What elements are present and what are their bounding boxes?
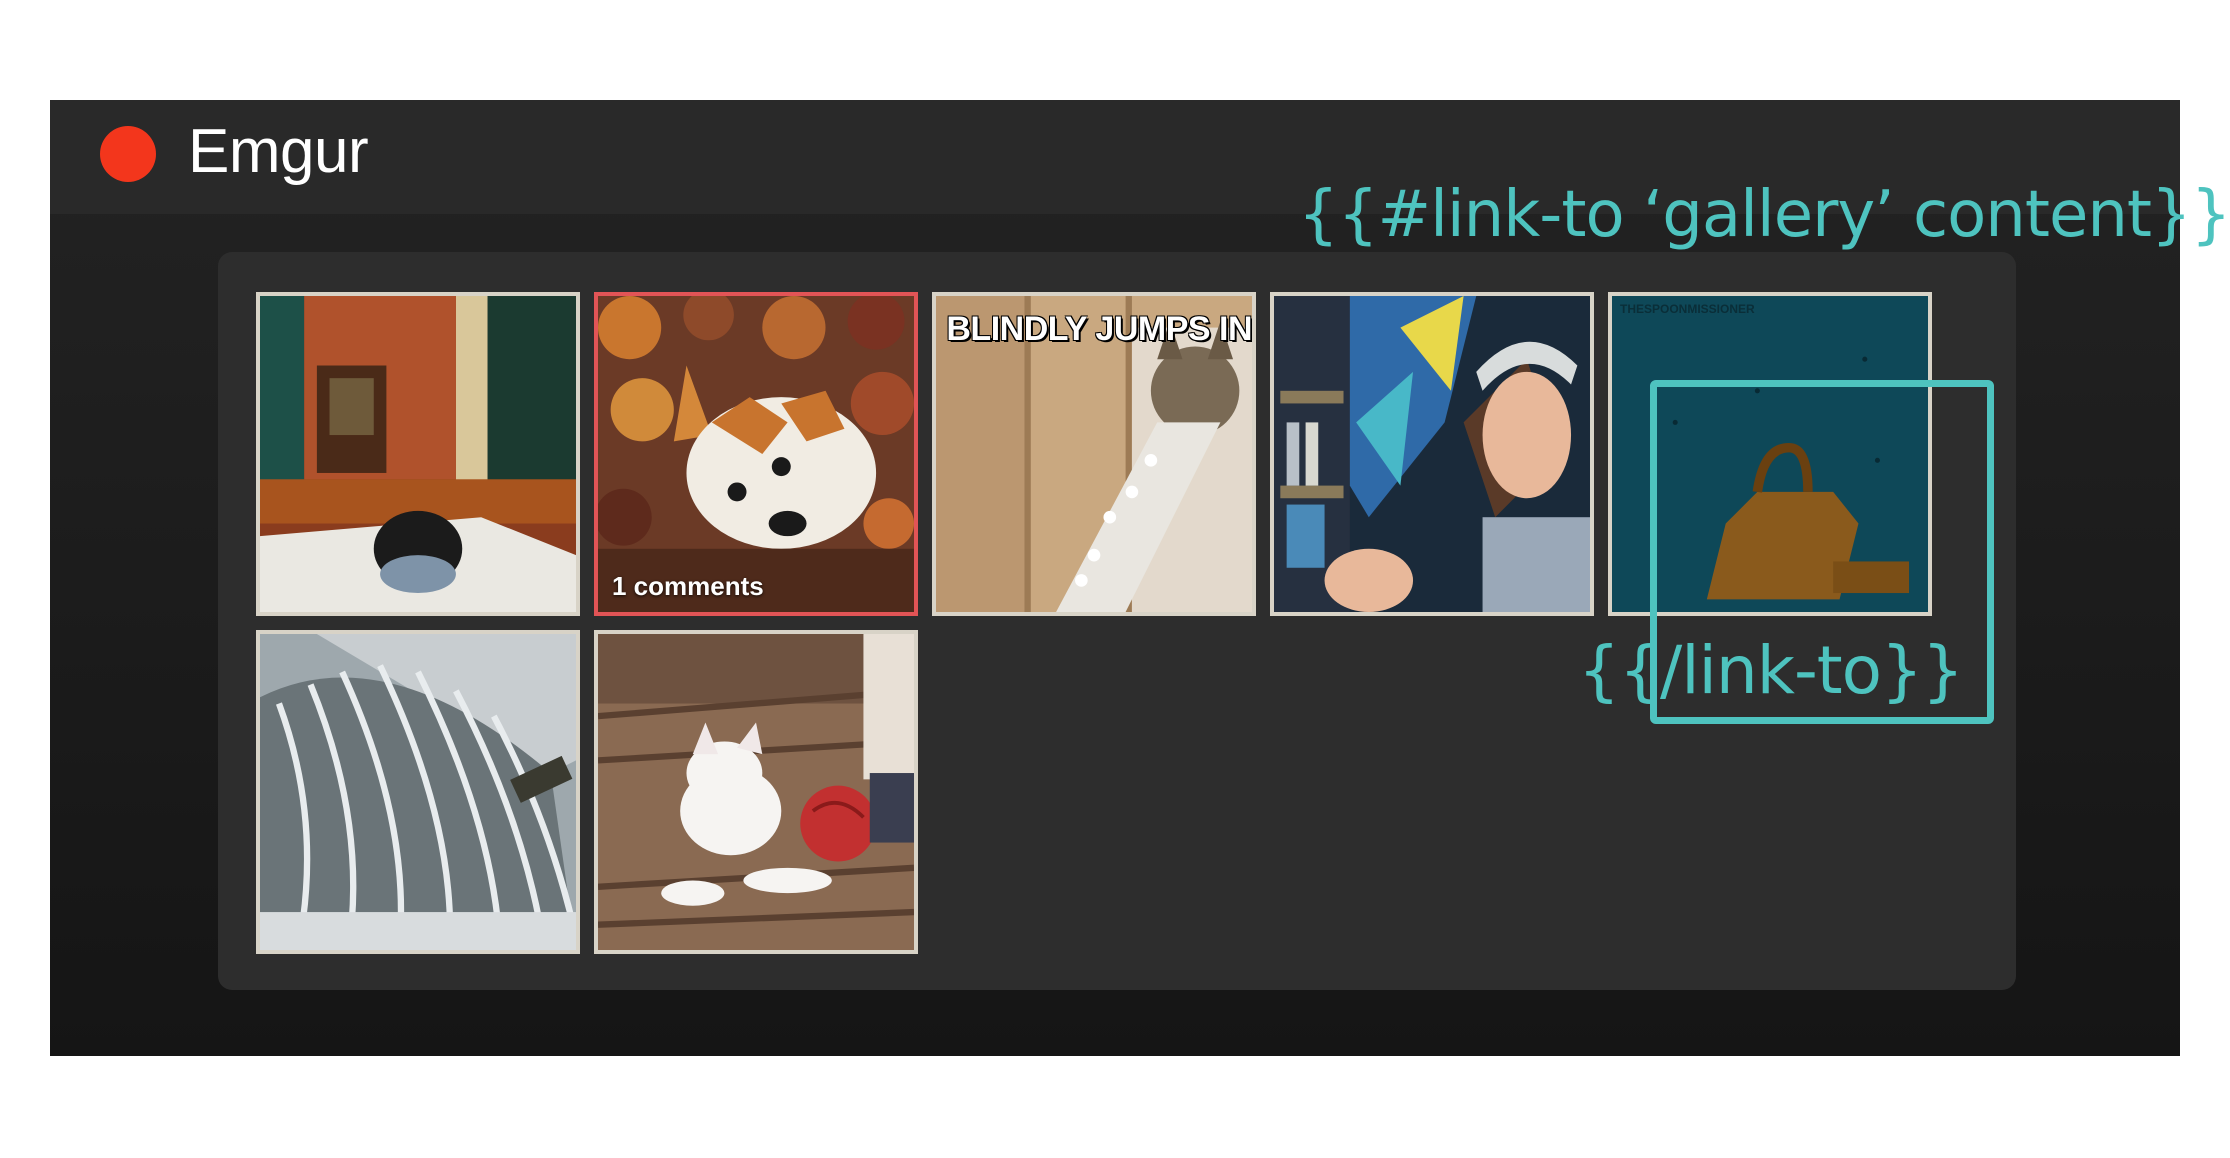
dog-on-pillow-image: [260, 296, 576, 612]
gallery-tile-teal-cartoon-bag[interactable]: THESPOONMISSIONER: [1608, 292, 1932, 616]
gallery-tile-corgi-in-leaves[interactable]: 1 comments: [594, 292, 918, 616]
link-to-open-annotation: {{#link-to ‘gallery’ content}}: [1298, 178, 2230, 252]
gallery-tile-cat-packing-peanuts[interactable]: BLINDLY JUMPS IN: [932, 292, 1256, 616]
logo-dot-icon[interactable]: [100, 126, 156, 182]
watermark-label: THESPOONMISSIONER: [1620, 302, 1755, 316]
gallery-tile-waterfall-dam[interactable]: [256, 630, 580, 954]
kitten-yarn-image: [598, 634, 914, 950]
waterfall-dam-image: [260, 634, 576, 950]
link-to-close-annotation: {{/link-to}}: [1578, 632, 1964, 709]
gallery-tile-girl-reaction[interactable]: [1270, 292, 1594, 616]
app-title[interactable]: Emgur: [188, 117, 369, 186]
gallery-tile-dog-on-pillow[interactable]: [256, 292, 580, 616]
link-to-highlight-box: [1650, 380, 1994, 724]
gallery-tile-kitten-yarn[interactable]: [594, 630, 918, 954]
corgi-in-leaves-image: [598, 296, 914, 612]
cat-packing-peanuts-image: [936, 296, 1252, 612]
app-window: Emgur: [50, 100, 2180, 1056]
teal-cartoon-bag-image: [1612, 296, 1928, 612]
app-header: Emgur: [50, 100, 2180, 214]
comments-count-label: 1 comments: [612, 571, 764, 601]
girl-reaction-image: [1274, 296, 1590, 612]
gallery-panel: 1 comments BLINDLY JUMPS IN: [218, 252, 2016, 990]
meme-overlay-text: BLINDLY JUMPS IN: [946, 310, 1252, 348]
